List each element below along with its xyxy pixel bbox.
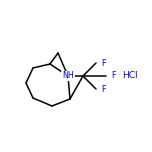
- Text: NH: NH: [62, 71, 74, 81]
- Text: F: F: [101, 59, 105, 67]
- Text: F: F: [101, 85, 105, 93]
- Text: HCl: HCl: [122, 71, 138, 81]
- Text: F: F: [111, 71, 116, 81]
